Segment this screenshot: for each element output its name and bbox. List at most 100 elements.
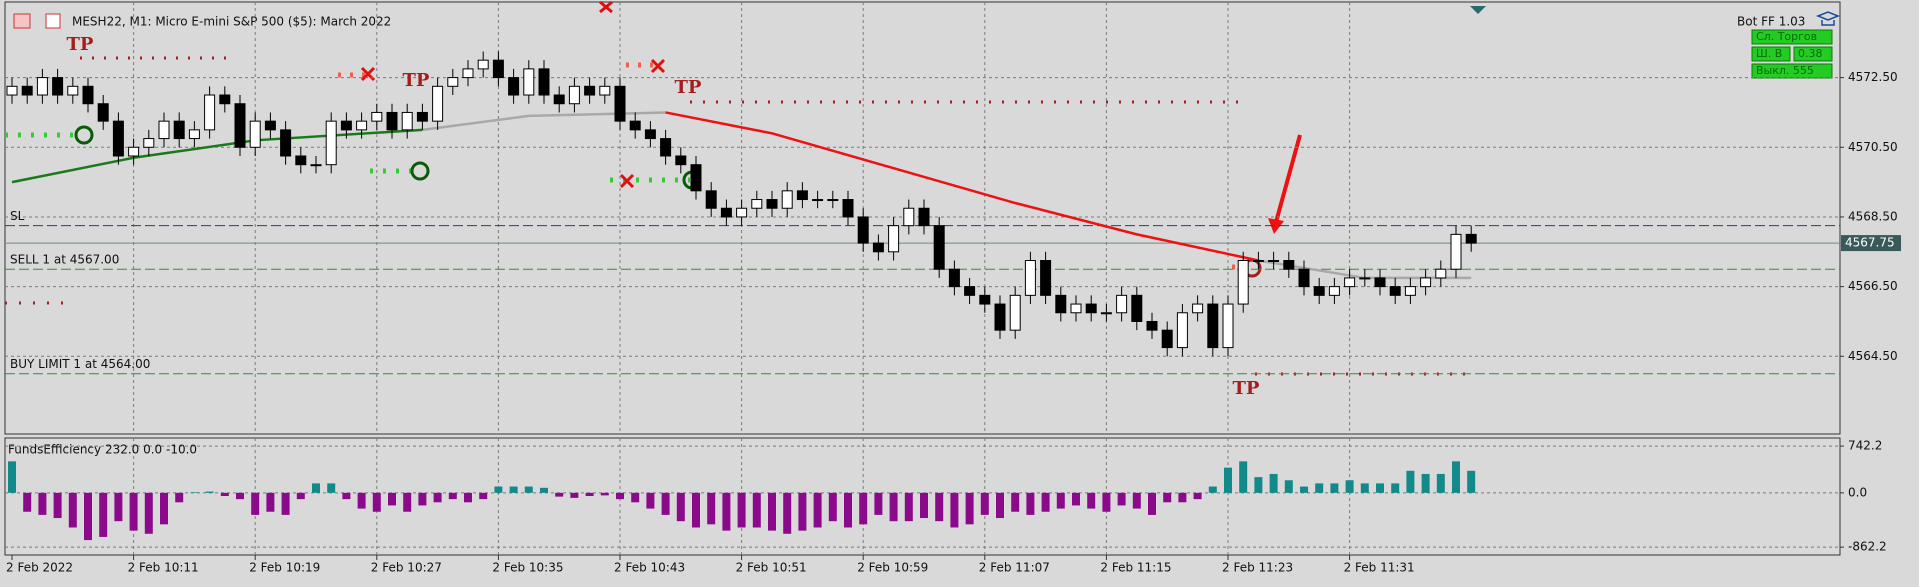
histogram-bar [220, 492, 229, 496]
x-tick-label: 2 Feb 11:15 [1100, 561, 1171, 575]
candle-body [1298, 268, 1310, 288]
last-price-box [1841, 235, 1901, 252]
candle-body [1207, 303, 1219, 349]
histogram-bar [1208, 486, 1217, 493]
histogram-bar [1056, 492, 1065, 509]
candle-body [1252, 260, 1264, 263]
histogram-bar [1345, 480, 1354, 493]
histogram-bar [1041, 492, 1050, 512]
candle-body [1435, 268, 1447, 279]
tp-label: TP [67, 34, 94, 55]
histogram-bar [1406, 470, 1415, 493]
order-label: BUY LIMIT 1 at 4564.00 [10, 357, 150, 371]
candle-body [112, 120, 124, 157]
cross-marker [360, 0, 666, 189]
button-label: 0.38 [1798, 47, 1823, 60]
candle-body [295, 155, 307, 166]
candle-body [766, 199, 778, 209]
button-label: Сл. Торгов [1756, 30, 1817, 43]
candle-body [143, 138, 155, 148]
candle-body [401, 111, 413, 131]
histogram-bar [23, 492, 32, 512]
histogram-bar [692, 492, 700, 528]
histogram-bar [1269, 473, 1278, 493]
candle-body [660, 138, 672, 157]
histogram-bar [1391, 483, 1400, 493]
histogram-bar [646, 492, 655, 509]
histogram-bar [1163, 492, 1172, 503]
candle-body [1131, 294, 1143, 322]
candle-body [1344, 277, 1356, 288]
candle-body [933, 225, 945, 270]
histogram-bar [403, 492, 412, 512]
chart-title: MESH22, M1: Micro E-mini S&P 500 ($5): M… [72, 15, 391, 29]
histogram-bar [53, 492, 62, 519]
histogram-bar [555, 492, 564, 497]
histogram-bar [84, 492, 92, 541]
candle-body [325, 120, 337, 166]
candle-body [1161, 329, 1173, 349]
x-tick-label: 2 Feb 10:51 [736, 561, 807, 575]
x-tick-label: 2 Feb 10:19 [249, 561, 320, 575]
candle-body [736, 207, 748, 218]
histogram-bar [38, 492, 47, 515]
histogram-bar [859, 492, 868, 525]
x-tick-label: 2 Feb 10:27 [371, 561, 442, 575]
candle-body [690, 164, 702, 192]
histogram-bar [1148, 492, 1156, 515]
histogram-bar [752, 492, 761, 528]
histogram-bar [129, 492, 138, 531]
candle-body [340, 120, 352, 131]
histogram-bar [114, 492, 123, 522]
candle-body [553, 94, 565, 105]
candle-body [1237, 260, 1249, 305]
button[interactable] [1751, 63, 1833, 79]
candle-body [371, 111, 383, 122]
candle-body [416, 111, 428, 122]
candle-body [1328, 286, 1340, 296]
candle-body [964, 286, 976, 296]
histogram-bar [950, 492, 959, 528]
shift-marker [1470, 6, 1486, 14]
histogram-bar [68, 492, 77, 528]
candle-body [796, 190, 808, 201]
x-tick-label: 2 Feb 11:07 [979, 561, 1050, 575]
histogram-bar [1011, 492, 1020, 512]
candle-body [1055, 294, 1067, 314]
candle-body [1192, 303, 1204, 314]
entry-marker [410, 161, 430, 181]
candle-body [827, 199, 839, 202]
button[interactable] [1751, 29, 1833, 45]
histogram-bar [99, 492, 108, 537]
histogram-bar [965, 492, 974, 525]
histogram-bar [1436, 473, 1445, 493]
candle-body [356, 120, 368, 131]
histogram-bar [190, 492, 199, 493]
histogram-bar [1467, 470, 1476, 493]
candle-body [705, 190, 717, 209]
candle-body [675, 155, 687, 166]
histogram-bar [935, 492, 944, 522]
candle-body [1404, 286, 1416, 296]
histogram-bar [1284, 480, 1293, 493]
entry-marker [74, 125, 94, 145]
histogram-bar [1087, 492, 1096, 509]
histogram-bar [1102, 492, 1111, 512]
candle-body [508, 77, 520, 96]
histogram-bar [540, 487, 548, 493]
histogram-bar [1026, 492, 1035, 515]
indicator-title: FundsEfficiency 232.0 0.0 -10.0 [8, 443, 197, 457]
button[interactable] [1751, 46, 1791, 62]
histogram-bar [1193, 492, 1202, 500]
histogram-bar [388, 492, 396, 506]
candle-body [1040, 260, 1052, 296]
candle-body [477, 59, 489, 70]
candle-body [1389, 286, 1401, 296]
candle-body [888, 225, 900, 253]
button[interactable] [1793, 46, 1833, 62]
y-tick-label: 4570.50 [1848, 140, 1898, 154]
menu-icon[interactable] [13, 13, 31, 29]
histogram-bar [236, 492, 244, 500]
chart-icon[interactable] [45, 13, 61, 29]
candle-body [21, 85, 33, 96]
